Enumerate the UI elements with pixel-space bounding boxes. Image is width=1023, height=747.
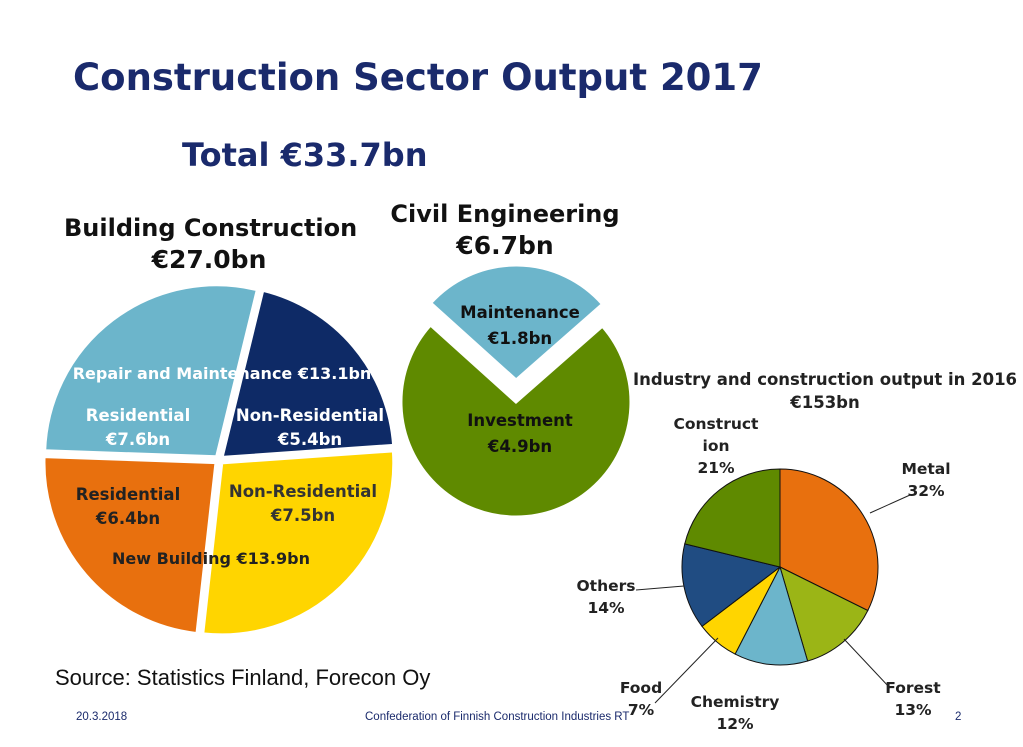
industry-slice-label-2-line: 12% bbox=[716, 715, 754, 733]
building-slice-3 bbox=[42, 455, 218, 636]
building-slice-2 bbox=[201, 449, 396, 637]
footer-date: 20.3.2018 bbox=[76, 711, 128, 723]
industry-slice-label-2-line: Chemistry bbox=[691, 693, 780, 711]
industry-slice-label-3-line: Food bbox=[620, 679, 662, 697]
building-slice-label-2-line: €7.5bn bbox=[270, 506, 335, 525]
industry-slice-label-3: Food 7% bbox=[620, 679, 662, 719]
building-slice-label-1-line: Non-Residential bbox=[236, 406, 384, 425]
industry-slice-label-5: Construct ion 21% bbox=[674, 415, 760, 477]
industry-output-total: €153bn bbox=[790, 393, 860, 412]
building-slice-label-2-line: Non-Residential bbox=[229, 482, 377, 501]
slide-subtitle-total: Total €33.7bn bbox=[182, 136, 428, 174]
building-slice-label-3: Residential €6.4bn bbox=[76, 485, 180, 528]
civil-engineering-heading: Civil Engineering €6.7bn bbox=[380, 198, 630, 262]
building-slice-0 bbox=[43, 283, 260, 459]
building-slice-label-0-line: €7.6bn bbox=[105, 430, 170, 449]
civil-slice-label-0: Maintenance €1.8bn bbox=[460, 303, 580, 348]
building-slice-label-2: Non-Residential €7.5bn bbox=[229, 482, 377, 525]
building-group-label-repair-line: Repair and Maintenance €13.1bn bbox=[73, 364, 372, 383]
industry-slice-label-0: Metal 32% bbox=[901, 460, 950, 500]
industry-slice-label-1-line: Forest bbox=[885, 679, 941, 697]
building-construction-title: Building Construction bbox=[64, 214, 358, 242]
building-slice-label-1: Non-Residential €5.4bn bbox=[236, 406, 384, 449]
industry-slice-label-3-line: 7% bbox=[628, 701, 655, 719]
civil-slice-label-1: Investment €4.9bn bbox=[467, 411, 573, 456]
civil-slice-0 bbox=[428, 263, 605, 383]
industry-slice-label-4: Others 14% bbox=[576, 577, 635, 617]
building-group-label-new: New Building €13.9bn bbox=[112, 549, 310, 568]
industry-slice-label-5-line: Construct bbox=[674, 415, 760, 433]
industry-leader-line-0 bbox=[869, 494, 911, 514]
building-construction-total: €27.0bn bbox=[151, 245, 267, 274]
building-slice-label-3-line: €6.4bn bbox=[95, 509, 160, 528]
footer-page-number: 2 bbox=[955, 711, 962, 723]
industry-slice-label-5-line: ion bbox=[703, 437, 730, 455]
industry-slice-4 bbox=[681, 543, 782, 628]
building-construction-heading: Building Construction €27.0bn bbox=[64, 212, 358, 276]
industry-leader-line-4 bbox=[635, 585, 685, 591]
industry-slice-label-1-line: 13% bbox=[894, 701, 932, 719]
industry-slice-0 bbox=[779, 468, 879, 612]
building-slice-1 bbox=[220, 288, 396, 460]
civil-slice-label-1-line: €4.9bn bbox=[487, 437, 552, 456]
civil-slice-label-0-line: Maintenance bbox=[460, 303, 580, 322]
civil-engineering-total: €6.7bn bbox=[456, 231, 554, 260]
industry-leader-line-1 bbox=[843, 638, 891, 689]
industry-slice-label-0-line: 32% bbox=[907, 482, 945, 500]
civil-slice-label-1-line: Investment bbox=[467, 411, 573, 430]
footer-organization: Confederation of Finnish Construction In… bbox=[365, 711, 630, 723]
civil-slice-1 bbox=[399, 322, 633, 519]
building-group-label-repair: Repair and Maintenance €13.1bn bbox=[73, 364, 372, 383]
civil-slice-label-0-line: €1.8bn bbox=[487, 329, 552, 348]
building-group-label-new-line: New Building €13.9bn bbox=[112, 549, 310, 568]
industry-slice-5 bbox=[684, 468, 781, 568]
industry-slice-label-4-line: Others bbox=[576, 577, 635, 595]
industry-slice-label-5-line: 21% bbox=[697, 459, 735, 477]
industry-slice-label-4-line: 14% bbox=[587, 599, 625, 617]
source-note: Source: Statistics Finland, Forecon Oy bbox=[55, 665, 431, 690]
industry-slice-label-2: Chemistry 12% bbox=[691, 693, 780, 733]
building-slice-label-0-line: Residential bbox=[86, 406, 190, 425]
industry-slice-label-1: Forest 13% bbox=[885, 679, 941, 719]
civil-engineering-title: Civil Engineering bbox=[390, 200, 620, 228]
slide-title: Construction Sector Output 2017 bbox=[73, 56, 763, 99]
industry-slice-label-0-line: Metal bbox=[901, 460, 950, 478]
building-slice-label-1-line: €5.4bn bbox=[277, 430, 342, 449]
industry-leader-line-3 bbox=[654, 637, 719, 704]
building-slice-label-0: Residential €7.6bn bbox=[86, 406, 190, 449]
industry-output-heading: Industry and construction output in 2016… bbox=[630, 368, 1020, 414]
industry-output-title: Industry and construction output in 2016 bbox=[632, 370, 1018, 389]
building-slice-label-3-line: Residential bbox=[76, 485, 180, 504]
industry-slice-2 bbox=[734, 565, 809, 666]
industry-slice-1 bbox=[779, 566, 869, 662]
